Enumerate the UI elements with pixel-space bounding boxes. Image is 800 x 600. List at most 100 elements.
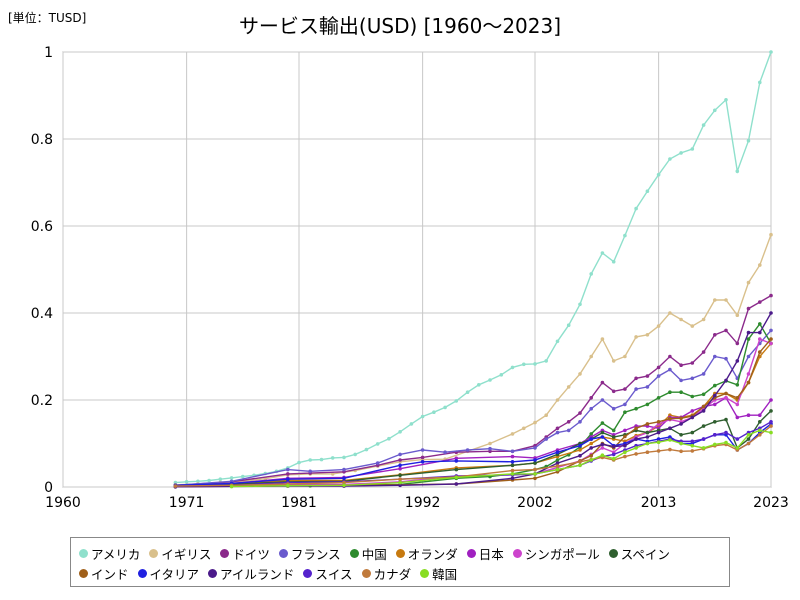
data-point bbox=[634, 452, 638, 456]
data-point bbox=[611, 435, 616, 439]
data-point bbox=[420, 414, 425, 419]
data-point bbox=[701, 424, 706, 428]
chart-legend: アメリカ イギリス ドイツ フランス 中国 オランダ 日本 シンガポール スペイン インド イタリア… bbox=[70, 537, 730, 587]
data-point bbox=[634, 387, 638, 391]
data-point bbox=[342, 455, 346, 460]
legend-label: スペイン bbox=[620, 546, 670, 562]
data-point bbox=[544, 437, 548, 441]
data-point bbox=[207, 478, 211, 483]
data-point bbox=[522, 426, 526, 431]
data-point bbox=[589, 437, 593, 441]
data-point bbox=[724, 328, 728, 333]
data-point bbox=[656, 449, 661, 453]
data-point bbox=[589, 406, 593, 411]
data-point bbox=[679, 441, 683, 446]
data-point bbox=[600, 380, 605, 385]
data-point bbox=[690, 361, 695, 365]
data-point bbox=[510, 476, 515, 481]
data-point bbox=[454, 482, 459, 486]
x-tick-label: 2013 bbox=[641, 495, 677, 511]
data-point bbox=[510, 468, 515, 473]
data-point bbox=[353, 452, 358, 457]
legend-swatch bbox=[220, 548, 230, 558]
legend-label: スイス bbox=[315, 566, 353, 582]
data-point bbox=[769, 420, 773, 424]
data-point bbox=[398, 480, 402, 485]
legend-swatch bbox=[466, 548, 476, 558]
x-tick-label: 2002 bbox=[517, 495, 553, 511]
data-point bbox=[533, 476, 537, 481]
data-point bbox=[701, 123, 706, 127]
data-point bbox=[600, 398, 605, 402]
data-point bbox=[510, 463, 515, 468]
data-point bbox=[746, 413, 751, 418]
data-point bbox=[735, 396, 740, 400]
data-point bbox=[701, 437, 706, 441]
data-point bbox=[645, 385, 650, 389]
legend-swatch bbox=[79, 548, 88, 558]
data-point bbox=[173, 484, 178, 488]
data-point bbox=[623, 428, 627, 433]
data-point bbox=[746, 138, 751, 143]
series-line bbox=[175, 312, 772, 488]
legend-item: 日本 bbox=[466, 543, 504, 563]
y-tick-label: 0.8 bbox=[31, 132, 53, 148]
data-point bbox=[701, 446, 706, 450]
data-point bbox=[701, 317, 706, 322]
data-point bbox=[286, 467, 290, 472]
data-point bbox=[623, 434, 627, 439]
x-tick-label: 1971 bbox=[169, 495, 205, 511]
data-point bbox=[510, 472, 515, 476]
data-point bbox=[611, 428, 616, 433]
data-point bbox=[769, 424, 773, 428]
data-point bbox=[218, 477, 223, 482]
data-point bbox=[533, 446, 537, 450]
data-point bbox=[184, 480, 189, 484]
data-point bbox=[758, 350, 762, 354]
data-point bbox=[645, 441, 650, 446]
data-point bbox=[769, 232, 773, 237]
data-point bbox=[656, 440, 661, 445]
data-point bbox=[724, 417, 728, 422]
data-point bbox=[578, 302, 582, 307]
data-point bbox=[488, 446, 492, 451]
data-point bbox=[623, 443, 627, 448]
data-point bbox=[589, 432, 593, 436]
data-point bbox=[522, 362, 526, 367]
data-point bbox=[758, 428, 762, 433]
data-point bbox=[375, 461, 380, 465]
data-point bbox=[758, 413, 762, 418]
legend-swatch bbox=[137, 568, 147, 578]
data-point bbox=[286, 477, 290, 482]
y-tick-label: 0 bbox=[44, 480, 53, 496]
data-point bbox=[196, 479, 200, 484]
data-point bbox=[555, 461, 560, 465]
data-point bbox=[758, 263, 762, 267]
data-point bbox=[330, 456, 335, 460]
data-point bbox=[690, 430, 695, 435]
legend-item: 中国 bbox=[349, 543, 387, 563]
data-point bbox=[746, 441, 751, 446]
data-point bbox=[668, 157, 672, 161]
data-point bbox=[398, 477, 402, 482]
legend-item: カナダ bbox=[361, 563, 411, 583]
legend-item: スペイン bbox=[608, 543, 670, 563]
data-point bbox=[600, 442, 605, 447]
data-point bbox=[398, 458, 402, 462]
data-point bbox=[735, 341, 740, 346]
data-point bbox=[769, 311, 773, 315]
data-point bbox=[589, 441, 593, 446]
data-point bbox=[713, 393, 717, 398]
legend-swatch bbox=[420, 568, 430, 578]
legend-swatch bbox=[608, 548, 618, 558]
legend-label: イギリス bbox=[161, 546, 212, 562]
data-point bbox=[645, 435, 650, 439]
data-point bbox=[375, 442, 380, 446]
legend-swatch bbox=[149, 548, 159, 558]
data-point bbox=[746, 280, 751, 285]
data-point bbox=[713, 354, 717, 359]
data-point bbox=[330, 472, 335, 476]
data-point bbox=[566, 385, 571, 389]
data-point bbox=[544, 413, 548, 418]
